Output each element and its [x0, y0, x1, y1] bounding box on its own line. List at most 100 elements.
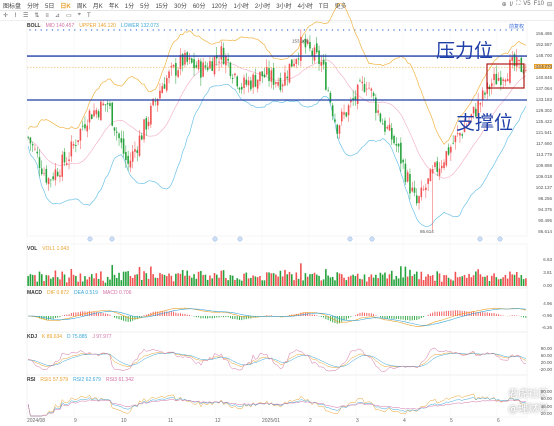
toolbar-right-icon-3[interactable]: V5 — [523, 1, 531, 7]
draw-tool-icon-2[interactable]: ☰ — [22, 13, 29, 19]
period-tab-18[interactable]: 更多 — [334, 3, 347, 10]
volume-bar — [140, 279, 143, 286]
draw-tool-icon-6[interactable]: ▭ — [65, 13, 72, 19]
candle-body — [215, 55, 218, 59]
volume-bar — [88, 276, 91, 286]
volume-bar — [52, 277, 54, 286]
draw-tool-icon-5[interactable]: ⊿ — [54, 13, 60, 19]
toolbar-right-icon-5[interactable]: ⊟ — [546, 2, 552, 8]
period-tab-9[interactable]: 15分 — [155, 3, 169, 10]
volume-bar — [502, 277, 504, 286]
volume-bar — [425, 276, 427, 286]
draw-tool-icon-4[interactable]: ≡ — [45, 12, 49, 19]
toolbar-right-icon-2[interactable]: ⛶ — [516, 1, 521, 7]
signal-dot — [393, 29, 395, 31]
period-tab-16[interactable]: 4小时 — [297, 3, 313, 10]
toolbar-right-icon-0[interactable]: ⊕ — [501, 2, 507, 8]
volume-bar — [375, 274, 377, 286]
period-tab-5[interactable]: 月K — [92, 3, 103, 10]
adjust-label[interactable]: 前复权 — [508, 24, 524, 30]
price-axis-label: 94.375 — [538, 207, 552, 212]
period-tab-15[interactable]: 3小时 — [276, 3, 292, 10]
volume-bar — [252, 275, 254, 286]
signal-dot — [174, 29, 177, 31]
volume-bar — [509, 271, 511, 286]
signal-dot — [90, 29, 93, 31]
candle-body — [34, 148, 36, 150]
date-label: 2 — [309, 418, 312, 424]
volume-bar — [302, 280, 304, 286]
period-tab-13[interactable]: 1小时 — [233, 3, 249, 10]
signal-dot — [180, 29, 182, 31]
volume-bar — [484, 276, 486, 286]
volume-bar — [511, 274, 514, 286]
price-axis: 156.486 152.587 148.700 144.770 140.845 137.0… — [528, 0, 554, 426]
draw-tool-icon-0[interactable]: ✛ — [3, 13, 9, 19]
event-marker — [477, 236, 483, 242]
signal-dot — [62, 29, 65, 31]
period-tab-2[interactable]: 5日 — [45, 3, 55, 10]
macd-axis-label: -6.26 — [541, 325, 552, 330]
candle-body — [243, 77, 245, 88]
period-tab-0[interactable]: 图标盘 — [3, 3, 22, 10]
signal-dot — [202, 29, 205, 31]
volume-bar — [400, 266, 402, 286]
date-label: 12 — [215, 418, 221, 424]
volume-bar — [129, 276, 132, 286]
signal-dot — [51, 29, 54, 31]
draw-tool-icon-7[interactable]: ⌖ — [77, 12, 81, 18]
vol-axis: 6.63 3.81 0.00 — [528, 0, 554, 426]
toolbar-right-icon-1[interactable]: Ⅰ/ — [509, 2, 514, 8]
candle-body — [63, 151, 66, 163]
candle-body — [309, 42, 311, 49]
period-tab-3[interactable]: 日K — [60, 3, 71, 10]
signal-dot — [438, 29, 440, 31]
candle-body — [75, 145, 77, 146]
price-axis-label: 152.587 — [535, 42, 552, 47]
period-tab-1[interactable]: 分时 — [27, 3, 40, 10]
signal-dot — [376, 29, 378, 31]
candle-body — [429, 169, 432, 182]
candle-body — [104, 104, 107, 106]
signal-dot — [102, 29, 104, 31]
low-price-label: 86.614 — [420, 229, 434, 234]
period-tab-6[interactable]: 年K — [108, 3, 119, 10]
volume-bar — [450, 279, 452, 286]
signal-dot — [258, 29, 261, 31]
signal-dot — [477, 29, 479, 31]
candle-body — [450, 146, 452, 153]
boll-mid-line — [27, 59, 527, 179]
candle-body — [122, 138, 125, 154]
toolbar-right-icon-4[interactable]: F10 — [533, 1, 544, 7]
signal-dot — [146, 29, 149, 31]
period-tab-4[interactable]: 周K — [76, 3, 87, 10]
candle-body — [381, 123, 384, 125]
period-tab-11[interactable]: 60分 — [192, 3, 206, 10]
period-tab-17[interactable]: T日 — [318, 3, 329, 10]
draw-tool-icon-1[interactable]: ⌇ — [14, 13, 17, 19]
draw-tool-icon-3[interactable]: ⇅ — [34, 13, 40, 19]
signal-dot — [505, 29, 507, 31]
period-tab-14[interactable]: 2小时 — [254, 3, 271, 10]
volume-bar — [102, 280, 104, 286]
candle-body — [402, 159, 404, 163]
volume-bar — [134, 274, 136, 286]
signal-dot — [85, 29, 87, 31]
period-tab-8[interactable]: 5分 — [140, 3, 150, 10]
candle-body — [27, 136, 29, 138]
candle-body — [338, 125, 341, 134]
macd-macd: MACD 0.706 — [102, 290, 132, 296]
candle-body — [365, 88, 368, 90]
candle-body — [263, 74, 266, 78]
candle-body — [411, 187, 414, 192]
period-tab-10[interactable]: 30分 — [174, 3, 187, 10]
rsi-axis-label: 40.00 — [540, 403, 552, 409]
draw-tool-icon-8[interactable]: T — [87, 12, 91, 19]
period-tab-12[interactable]: 120分 — [211, 3, 228, 10]
volume-bar — [106, 276, 109, 286]
signal-dot — [415, 29, 418, 31]
period-tab-7[interactable]: 1分 — [124, 3, 135, 10]
candle-body — [213, 56, 216, 75]
candle-body — [277, 82, 279, 86]
